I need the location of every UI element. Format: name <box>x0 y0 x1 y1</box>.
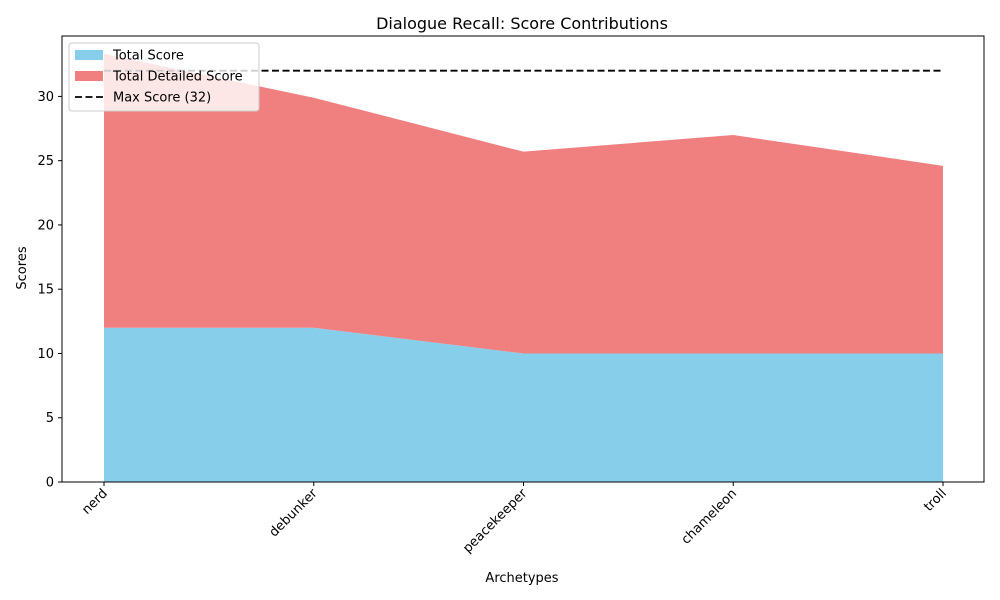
y-tick-label: 5 <box>46 411 54 426</box>
x-tick-label: debunker <box>267 486 321 540</box>
legend-label: Total Detailed Score <box>112 70 243 85</box>
area-series-0 <box>104 327 943 482</box>
y-tick-label: 15 <box>37 283 54 298</box>
y-axis-label: Scores <box>15 246 30 289</box>
x-tick-label: troll <box>921 486 950 515</box>
y-tick-label: 30 <box>37 90 54 105</box>
chart-title: Dialogue Recall: Score Contributions <box>376 14 668 33</box>
x-ticks: nerd debunker peacekeeper chameleon troll <box>79 482 950 556</box>
y-tick-label: 20 <box>37 218 54 233</box>
legend-label: Total Score <box>112 49 184 64</box>
legend-label: Max Score (32) <box>113 91 211 106</box>
x-tick-label: peacekeeper <box>460 486 530 556</box>
legend: Total Score Total Detailed Score Max Score… <box>68 42 260 112</box>
area-layers <box>104 53 943 482</box>
legend-swatch <box>75 71 103 81</box>
legend-swatch <box>75 50 103 60</box>
y-tick-label: 25 <box>37 154 54 169</box>
x-tick-label: chameleon <box>679 486 740 547</box>
area-series-1 <box>104 53 943 354</box>
x-tick-label: nerd <box>79 486 111 518</box>
y-tick-label: 0 <box>46 476 54 491</box>
x-axis-label: Archetypes <box>485 571 558 586</box>
y-tick-label: 10 <box>37 347 54 362</box>
legend-box <box>68 42 260 112</box>
y-ticks: 0 5 10 15 20 25 30 <box>37 90 62 491</box>
